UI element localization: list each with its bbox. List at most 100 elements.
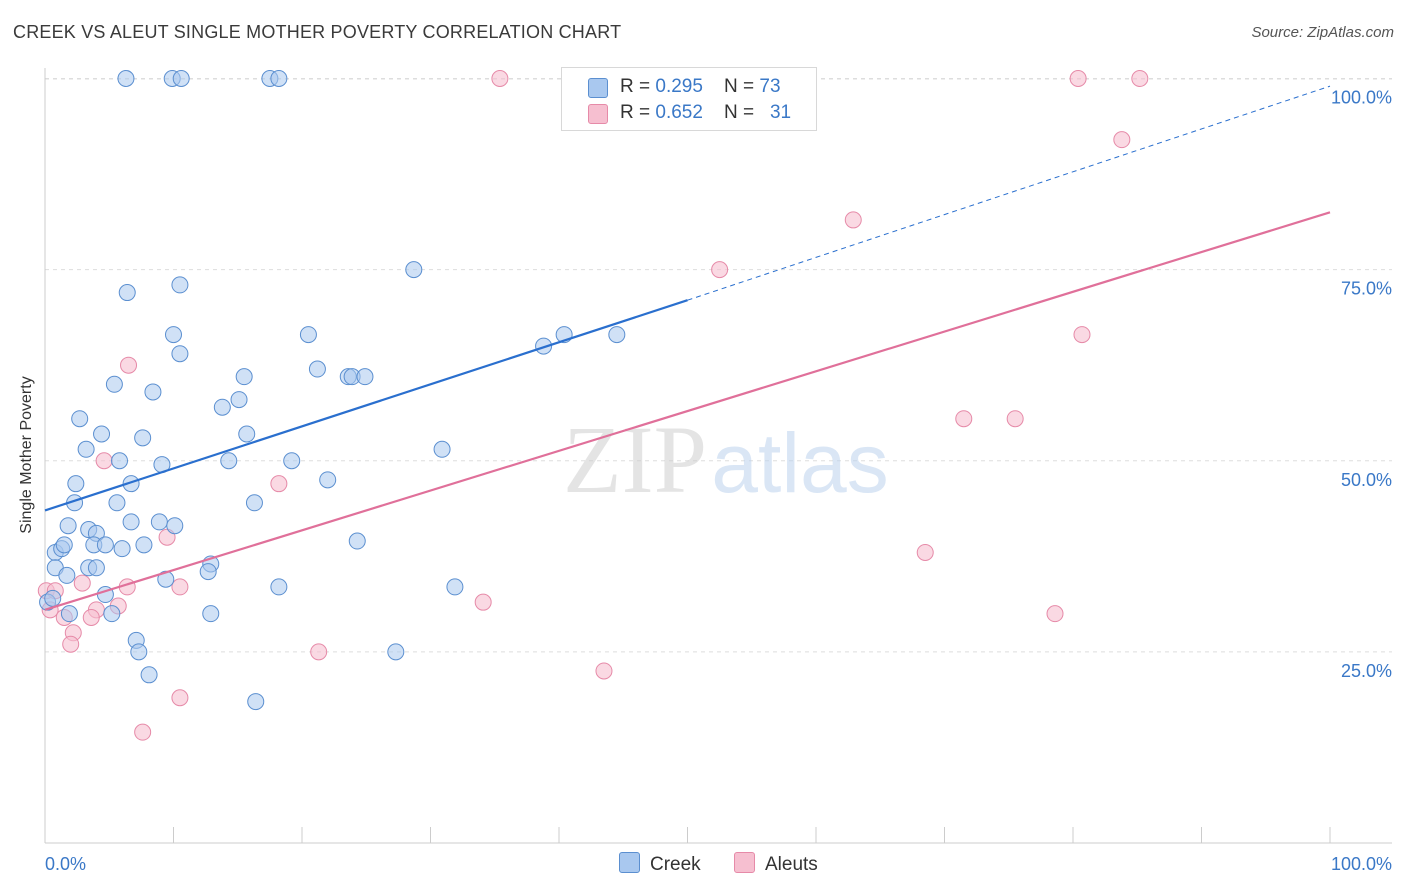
creek-point	[105, 375, 123, 393]
creek-point	[356, 368, 374, 386]
aleut-point	[1069, 70, 1087, 87]
creek-n-label: N =	[724, 76, 760, 97]
aleut-point	[1006, 410, 1024, 428]
creek-point	[108, 494, 126, 512]
creek-point	[172, 70, 190, 87]
aleut-point	[916, 543, 934, 561]
axes	[44, 68, 1392, 844]
y-tick-label: 25.0%	[1341, 661, 1392, 681]
aleut-point	[1113, 131, 1131, 149]
aleut-point	[1073, 326, 1091, 344]
creek-point	[171, 276, 189, 294]
aleut-point	[491, 70, 509, 87]
creek-point	[319, 471, 337, 489]
creek-point	[55, 536, 73, 554]
tick-labels: 25.0% 50.0% 75.0% 100.0% 0.0% 100.0%	[45, 88, 1392, 875]
creek-point	[118, 284, 136, 302]
aleut-point	[171, 689, 189, 707]
aleut-legend-swatch	[734, 852, 755, 873]
aleut-regression-line	[44, 211, 1331, 611]
creek-point	[308, 360, 326, 378]
creek-point	[157, 570, 175, 588]
creek-point	[387, 643, 405, 661]
creek-point	[283, 452, 301, 470]
creek-point	[299, 326, 317, 344]
creek-point	[535, 337, 553, 355]
creek-point	[238, 425, 256, 443]
creek-point	[113, 540, 131, 558]
creek-point	[270, 578, 288, 596]
y-tick-label: 100.0%	[1331, 88, 1392, 108]
creek-point	[213, 398, 231, 416]
creek-point	[247, 693, 265, 711]
aleut-point	[844, 211, 862, 229]
creek-r-value: 0.295	[655, 76, 703, 97]
creek-point	[44, 589, 62, 607]
creek-point	[134, 429, 152, 447]
creek-point	[144, 383, 162, 401]
stats-legend: R = 0.295 N = 73 R = 0.652 N = 31	[561, 67, 817, 131]
bottom-legend-creek: Creek	[619, 852, 701, 876]
creek-point	[220, 452, 238, 470]
creek-legend-swatch	[619, 852, 640, 873]
aleut-point	[474, 593, 492, 611]
creek-point	[235, 368, 253, 386]
creek-regression-line	[44, 299, 688, 512]
creek-point	[150, 513, 168, 531]
chart-title: CREEK VS ALEUT SINGLE MOTHER POVERTY COR…	[13, 22, 622, 42]
creek-point	[111, 452, 129, 470]
aleut-point	[120, 356, 138, 374]
y-tick-label: 50.0%	[1341, 470, 1392, 490]
aleut-point	[171, 578, 189, 596]
creek-point	[433, 440, 451, 458]
creek-regression-extension	[687, 85, 1331, 301]
creek-point	[348, 532, 366, 550]
aleut-point	[711, 261, 729, 279]
creek-series	[39, 70, 626, 711]
creek-point	[171, 345, 189, 363]
aleut-legend-label: Aleuts	[765, 854, 818, 875]
creek-point	[117, 70, 135, 87]
y-tick-label: 75.0%	[1341, 279, 1392, 299]
aleut-r-label: R =	[620, 102, 656, 123]
aleut-point	[1046, 605, 1064, 623]
creek-point	[60, 605, 78, 623]
creek-legend-label: Creek	[650, 854, 701, 875]
creek-point	[446, 578, 464, 596]
creek-point	[77, 440, 95, 458]
watermark-atlas: atlas	[711, 416, 888, 510]
creek-point	[93, 425, 111, 443]
creek-point	[59, 517, 77, 535]
creek-point	[122, 513, 140, 531]
creek-point	[122, 475, 140, 493]
aleut-n-label: N =	[724, 102, 760, 123]
creek-r-label: R =	[620, 76, 656, 97]
y-axis-title: Single Mother Poverty	[18, 376, 35, 534]
creek-swatch	[588, 78, 608, 98]
creek-point	[165, 326, 182, 344]
regression-lines	[44, 85, 1331, 611]
creek-point	[405, 261, 423, 279]
aleut-point	[1131, 70, 1149, 87]
creek-point	[270, 70, 288, 87]
creek-point	[130, 643, 148, 661]
aleut-point	[82, 608, 100, 626]
creek-point	[96, 536, 114, 554]
creek-point	[230, 391, 248, 409]
watermark: ZIP atlas	[563, 406, 889, 513]
creek-point	[140, 666, 158, 684]
x-tick-label: 100.0%	[1331, 854, 1392, 874]
creek-point	[245, 494, 263, 512]
creek-point	[608, 326, 626, 344]
grid-lines	[45, 78, 1392, 653]
creek-point	[202, 605, 220, 623]
x-tick-label: 0.0%	[45, 854, 86, 874]
creek-point	[67, 475, 85, 493]
creek-point	[87, 559, 105, 577]
aleut-r-value: 0.652	[655, 102, 703, 123]
creek-point	[199, 563, 217, 581]
aleut-point	[955, 410, 973, 428]
aleut-swatch	[588, 104, 608, 124]
watermark-zip: ZIP	[563, 406, 707, 513]
